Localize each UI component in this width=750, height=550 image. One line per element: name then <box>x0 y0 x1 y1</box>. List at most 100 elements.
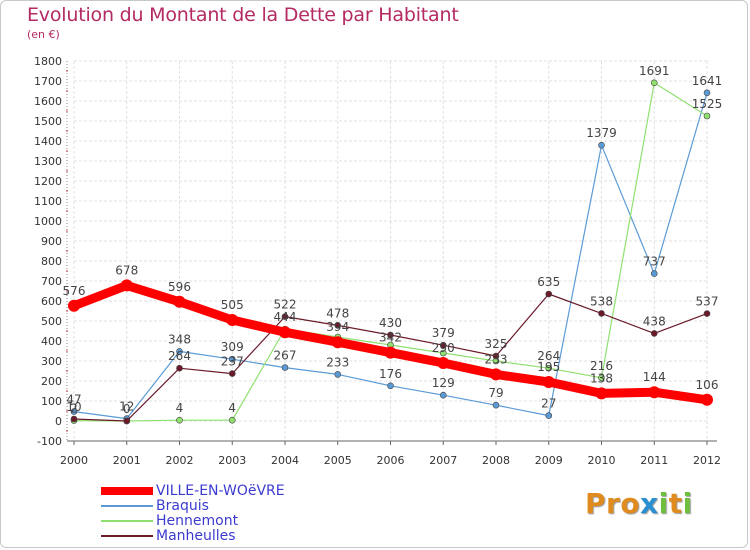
y-tick-label: 300 <box>41 355 62 368</box>
data-point <box>650 79 658 87</box>
data-point <box>176 416 183 424</box>
data-label: 394 <box>326 320 349 334</box>
data-point <box>492 352 500 360</box>
data-point <box>439 349 447 357</box>
data-label: 342 <box>379 331 402 345</box>
data-label: 0 <box>123 402 131 416</box>
data-point <box>542 376 555 388</box>
data-point <box>70 408 78 415</box>
legend-label: Braquis <box>156 498 209 514</box>
legend-label: Manheulles <box>156 528 236 544</box>
x-tick-label: 2008 <box>482 454 510 467</box>
data-point <box>439 341 447 349</box>
x-tick-label: 2002 <box>166 454 194 467</box>
proxiti-logo: Proxiti <box>585 487 693 520</box>
y-tick-label: 1700 <box>34 75 62 88</box>
data-label: 348 <box>168 332 191 346</box>
data-label: 237 <box>221 355 244 369</box>
data-point <box>123 417 131 425</box>
data-point <box>68 299 80 312</box>
data-label: 27 <box>541 397 556 411</box>
y-tick-label: 1300 <box>34 155 62 168</box>
data-label: 4 <box>228 401 236 415</box>
x-tick-label: 2011 <box>640 454 668 467</box>
y-tick-label: 1100 <box>34 195 62 208</box>
data-label: 176 <box>379 367 402 381</box>
data-label: 576 <box>63 284 86 298</box>
data-point <box>598 141 605 149</box>
data-label: 438 <box>643 314 666 328</box>
data-point <box>701 393 713 406</box>
data-point <box>703 112 711 120</box>
y-tick-label: 400 <box>41 335 62 348</box>
data-point <box>545 290 553 298</box>
data-label: 737 <box>643 255 666 269</box>
data-label: 1641 <box>692 74 723 88</box>
data-point <box>228 416 236 424</box>
data-label: 144 <box>643 370 666 384</box>
data-label: 10 <box>66 400 81 414</box>
data-point <box>281 364 289 371</box>
y-tick-label: 600 <box>41 295 62 308</box>
data-point <box>228 355 236 363</box>
data-label: 1379 <box>586 126 617 140</box>
data-label: 478 <box>326 306 349 320</box>
data-label: 635 <box>537 275 560 289</box>
data-label: 129 <box>432 376 455 390</box>
data-point <box>595 387 608 400</box>
data-label: 264 <box>537 349 560 363</box>
y-tick-label: 0 <box>55 415 62 428</box>
data-point <box>226 314 239 326</box>
y-tick-label: 1400 <box>34 135 62 148</box>
data-point <box>703 89 711 97</box>
data-label: 1691 <box>639 64 670 78</box>
data-label: 267 <box>274 349 297 363</box>
y-tick-label: 1500 <box>34 115 62 128</box>
y-tick-label: 800 <box>41 255 62 268</box>
x-tick-label: 2006 <box>377 454 405 467</box>
data-label: 325 <box>485 337 508 351</box>
data-point <box>173 295 186 308</box>
data-point <box>439 391 447 399</box>
chart-title: Evolution du Montant de la Dette par Hab… <box>27 4 459 26</box>
data-labels: 576 678 596 505 444 394 342 290 233 195 138 144 106 4… <box>63 64 723 416</box>
x-tick-label: 2009 <box>535 454 563 467</box>
data-point <box>387 382 394 390</box>
y-tick-label: 700 <box>41 275 62 288</box>
data-point <box>334 371 342 378</box>
data-label: 79 <box>488 386 503 400</box>
y-tick-label: 100 <box>41 395 62 408</box>
data-label: 290 <box>432 341 455 355</box>
data-label: 4 <box>176 401 184 415</box>
data-label: 537 <box>696 295 719 309</box>
x-tick-label: 2005 <box>324 454 352 467</box>
data-point <box>545 364 553 372</box>
chart-unit-label: (en €) <box>27 28 60 41</box>
data-label: 538 <box>590 294 613 308</box>
data-point <box>437 357 450 369</box>
data-point <box>331 336 344 349</box>
data-point <box>598 374 605 382</box>
data-label: 216 <box>590 359 613 373</box>
data-point <box>176 364 183 372</box>
x-tick-label: 2010 <box>588 454 616 467</box>
data-label: 678 <box>115 263 138 277</box>
y-tick-label: -100 <box>37 435 62 448</box>
data-point <box>545 412 553 419</box>
axes: -100010020030040050060070080090010001100… <box>34 55 721 467</box>
y-tick-label: 1000 <box>34 215 62 228</box>
data-point <box>492 401 500 409</box>
data-point <box>120 279 133 292</box>
data-point <box>281 313 289 320</box>
grid-lines <box>73 60 708 442</box>
data-label: 444 <box>274 310 297 324</box>
data-point <box>70 415 78 423</box>
x-tick-label: 2007 <box>429 454 457 467</box>
x-tick-label: 2001 <box>113 454 141 467</box>
data-label: 430 <box>379 316 402 330</box>
data-label: 522 <box>274 298 297 312</box>
x-tick-label: 2000 <box>60 454 88 467</box>
data-label: 264 <box>168 349 191 363</box>
